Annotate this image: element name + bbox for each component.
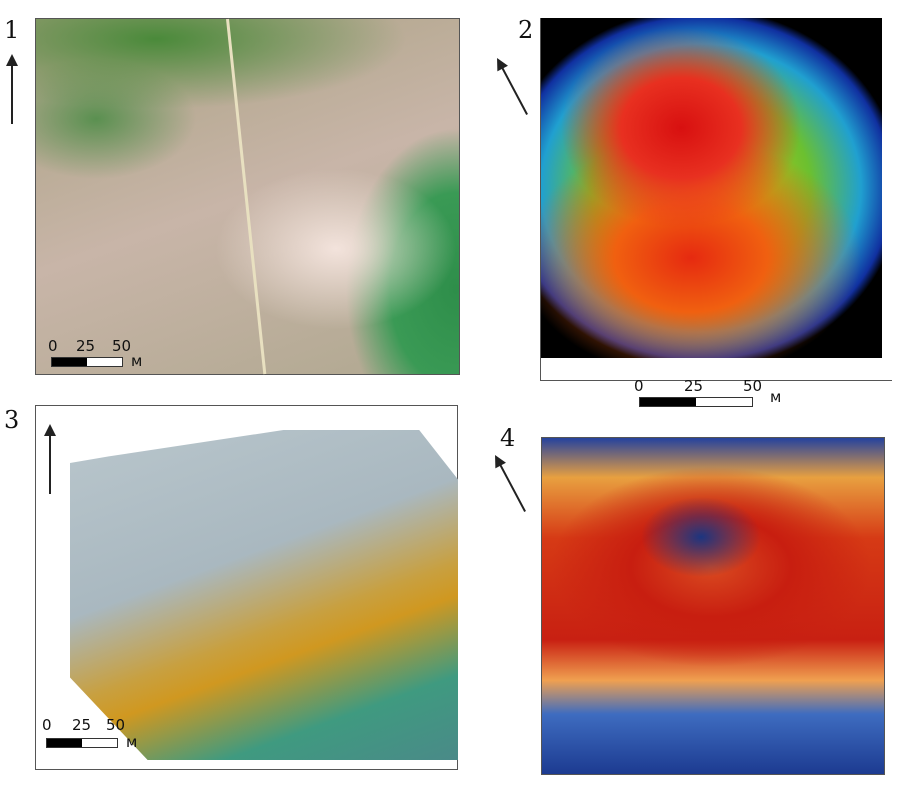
scale-tick-0: 0 — [634, 377, 644, 395]
scale-bar — [639, 397, 753, 407]
panel-4-resistivity-map — [541, 437, 885, 775]
scale-tick-25: 25 — [684, 377, 704, 395]
scale-unit: м — [131, 352, 143, 370]
north-arrow-icon — [6, 54, 18, 124]
panel-3-label: 3 — [4, 406, 20, 434]
scale-tick-50: 50 — [743, 377, 763, 395]
panel-1-aerial-image: 0 25 50 м — [35, 18, 460, 375]
scale-unit: м — [126, 733, 138, 751]
road — [226, 18, 267, 375]
scale-tick-50: 50 — [112, 337, 132, 355]
panel-2-label: 2 — [518, 16, 534, 44]
scale-tick-0: 0 — [42, 716, 52, 734]
panel-1-label: 1 — [4, 16, 20, 44]
scale-tick-50: 50 — [106, 716, 126, 734]
north-arrow-icon — [496, 458, 526, 512]
scale-tick-0: 0 — [48, 337, 58, 355]
north-arrow-icon — [44, 424, 56, 494]
scale-bar — [51, 357, 123, 367]
panel-4-frame — [541, 437, 885, 775]
north-arrow-icon — [498, 61, 528, 115]
panel-2-magnetometry-map — [541, 18, 882, 358]
scale-tick-25: 25 — [72, 716, 92, 734]
scale-tick-25: 25 — [76, 337, 96, 355]
panel-4-label: 4 — [500, 424, 516, 452]
panel-3-relief-model — [70, 430, 458, 760]
scale-unit: м — [770, 388, 782, 406]
scale-bar — [46, 738, 118, 748]
